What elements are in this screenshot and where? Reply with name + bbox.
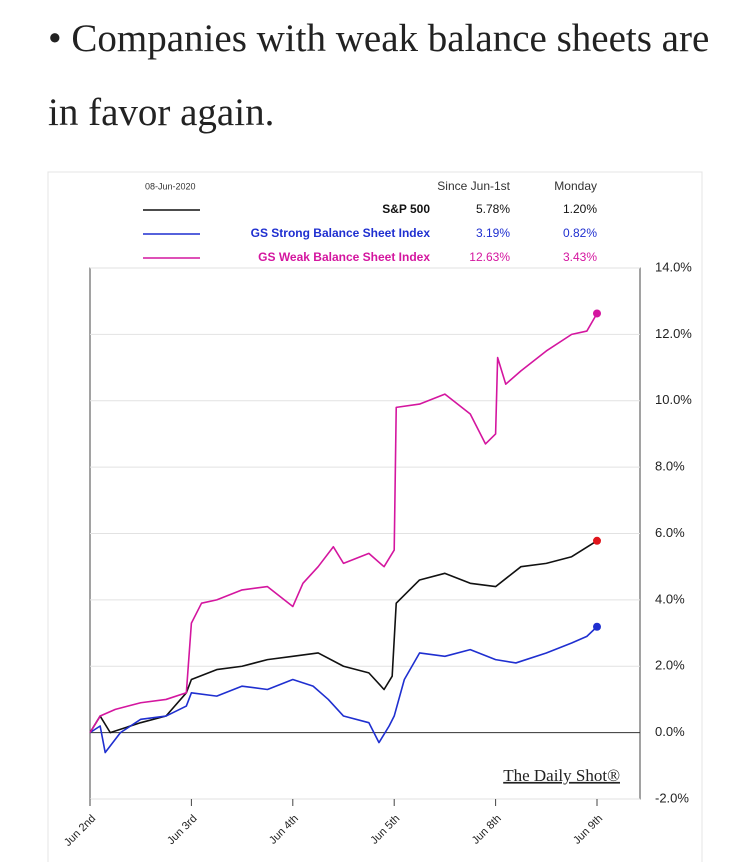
legend-value: 5.78% (476, 202, 510, 216)
end-dot (593, 309, 601, 318)
x-tick-label: Jun 9th (571, 813, 605, 847)
end-dot (593, 622, 601, 631)
y-tick-label: 8.0% (655, 459, 685, 474)
x-tick-label: Jun 8th (470, 813, 504, 847)
legend-value: 3.43% (563, 250, 597, 264)
x-tick-label: Jun 4th (267, 813, 301, 847)
x-tick-label: Jun 2nd (62, 813, 98, 849)
y-tick-label: 2.0% (655, 658, 685, 673)
legend-date: 08-Jun-2020 (145, 181, 196, 191)
legend-value: 0.82% (563, 226, 597, 240)
series-line (89, 626, 598, 754)
series-line (89, 313, 598, 734)
y-tick-label: 0.0% (655, 724, 685, 739)
source: The Daily Shot® (503, 766, 620, 785)
heading: • Companies with weak balance sheets are… (48, 17, 710, 134)
y-tick-label: 10.0% (655, 392, 692, 407)
y-tick-label: 12.0% (655, 326, 692, 341)
series-line (89, 540, 598, 734)
legend-value: 3.19% (476, 226, 510, 240)
y-tick-label: 4.0% (655, 591, 685, 606)
legend-label: GS Strong Balance Sheet Index (251, 226, 431, 240)
end-dot (593, 536, 601, 545)
chart-frame (47, 171, 703, 862)
y-tick-label: 14.0% (655, 259, 692, 274)
y-tick-label: 6.0% (655, 525, 685, 540)
legend-value: 12.63% (469, 250, 510, 264)
x-tick-label: Jun 5th (368, 813, 402, 847)
x-tick-label: Jun 3rd (165, 813, 199, 847)
y-tick-label: -2.0% (655, 790, 689, 805)
legend-column: Since Jun-1st (437, 179, 510, 193)
legend-column: Monday (554, 179, 597, 193)
legend-label: GS Weak Balance Sheet Index (258, 250, 430, 264)
legend-value: 1.20% (563, 202, 597, 216)
legend-label: S&P 500 (382, 202, 430, 216)
